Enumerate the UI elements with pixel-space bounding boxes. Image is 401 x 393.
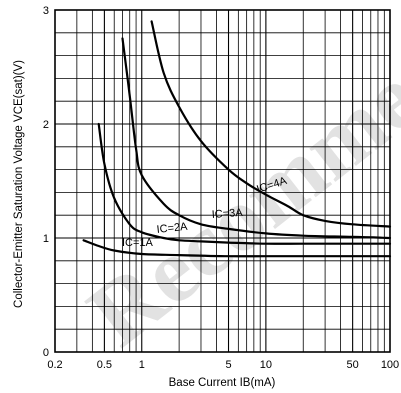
x-tick-label: 0.2 bbox=[47, 359, 62, 371]
plot-frame bbox=[54, 9, 391, 353]
curve-label-2: IC=2A bbox=[156, 221, 189, 236]
x-tick-label: 0.5 bbox=[97, 359, 112, 371]
x-tick-label: 100 bbox=[381, 359, 399, 371]
x-tick-label: 50 bbox=[347, 359, 359, 371]
y-tick-labels: 0 1 2 3 bbox=[43, 5, 49, 359]
watermark: Recommended for New Design bbox=[70, 0, 401, 366]
curve-label-3: IC=3A bbox=[211, 207, 243, 221]
series-line-4 bbox=[150, 20, 392, 228]
y-tick-label: 0 bbox=[43, 347, 49, 359]
grid bbox=[55, 10, 390, 352]
x-tick-label: 5 bbox=[225, 359, 231, 371]
x-tick-label: 1 bbox=[139, 359, 145, 371]
y-tick-label: 2 bbox=[43, 119, 49, 131]
y-axis-title: Collector-Emitter Saturation Voltage VCE… bbox=[13, 60, 25, 308]
y-tick-label: 1 bbox=[43, 233, 49, 245]
series-group bbox=[82, 20, 392, 258]
series-line-3 bbox=[121, 37, 392, 240]
curve-label-1: IC=1A bbox=[122, 237, 154, 249]
series-line-2 bbox=[97, 122, 392, 245]
x-axis-title: Base Current IB(mA) bbox=[169, 377, 276, 389]
x-tick-labels: 0.2 0.5 1 5 10 50 100 bbox=[47, 359, 399, 371]
x-tick-label: 10 bbox=[260, 359, 272, 371]
series-line-1 bbox=[82, 239, 392, 258]
y-tick-label: 3 bbox=[43, 5, 49, 17]
